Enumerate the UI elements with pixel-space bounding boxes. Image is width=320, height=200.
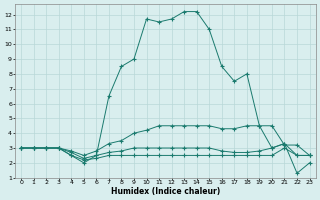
X-axis label: Humidex (Indice chaleur): Humidex (Indice chaleur) bbox=[111, 187, 220, 196]
